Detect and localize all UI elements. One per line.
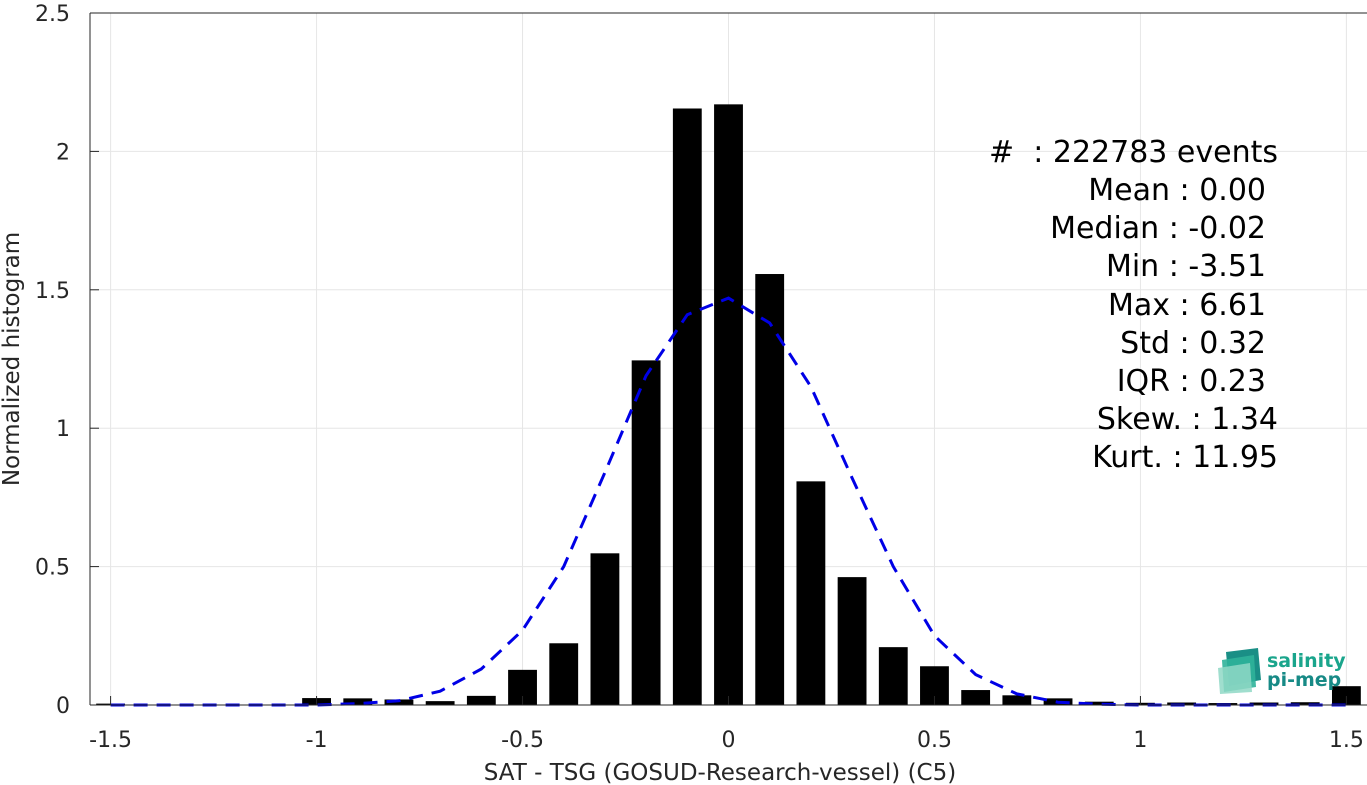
histogram-bar <box>672 108 702 706</box>
stat-skew: Skew. : 1.34 <box>1097 402 1278 437</box>
y-tick-label: 0 <box>56 694 70 719</box>
wave-logo-icon <box>1218 648 1261 694</box>
histogram-bar <box>549 643 579 705</box>
x-tick-label: 1.5 <box>1329 728 1364 753</box>
logo-text-pimep: pi-mep <box>1267 669 1341 691</box>
y-tick-label: 2 <box>56 140 70 165</box>
histogram-bar <box>1002 695 1032 705</box>
stat-median: Median : -0.02 <box>1050 211 1266 246</box>
y-tick-label: 1 <box>56 417 70 442</box>
gaussian-fit-curve <box>110 296 1347 707</box>
tick-labels: -1.5 -1 -0.5 0 0.5 1 1.5 0 0.5 1 1.5 2 2.5 <box>35 2 1364 753</box>
histogram-bar <box>878 647 908 705</box>
histogram-bar <box>961 690 991 705</box>
histogram-bar <box>466 695 496 705</box>
stat-mean: Mean : 0.00 <box>1088 173 1266 208</box>
y-axis-label: Normalized histogram <box>0 232 25 486</box>
histogram-bar <box>425 701 455 705</box>
histogram-bar <box>837 577 867 705</box>
stat-kurt: Kurt. : 11.95 <box>1092 440 1278 475</box>
histogram-bar <box>755 274 785 705</box>
histogram-bars <box>96 104 1361 706</box>
stat-std: Std : 0.32 <box>1120 326 1266 361</box>
histogram-bar <box>590 553 620 705</box>
stat-iqr: IQR : 0.23 <box>1117 364 1266 399</box>
y-tick-label: 0.5 <box>35 556 70 581</box>
x-tick-label: 1 <box>1133 728 1147 753</box>
stat-events: # : 222783 events <box>989 135 1278 170</box>
x-tick-label: -0.5 <box>501 728 544 753</box>
x-tick-label: 0 <box>722 728 736 753</box>
histogram-bar <box>631 360 661 705</box>
histogram-bar <box>1331 686 1361 705</box>
y-tick-label: 2.5 <box>35 2 70 27</box>
x-tick-label: 0.5 <box>917 728 952 753</box>
y-tick-label: 1.5 <box>35 279 70 304</box>
x-tick-label: -1.5 <box>89 728 132 753</box>
x-tick-label: -1 <box>306 728 328 753</box>
logo-text-salinity: salinity <box>1267 650 1346 672</box>
histogram-bar <box>796 481 826 705</box>
histogram-bar <box>1290 702 1320 705</box>
x-axis-label: SAT - TSG (GOSUD-Research-vessel) (C5) <box>484 760 956 785</box>
stat-max: Max : 6.61 <box>1108 288 1266 323</box>
stat-min: Min : -3.51 <box>1106 249 1266 284</box>
salinity-pimep-logo: salinity pi-mep <box>1218 648 1346 694</box>
histogram-bar <box>714 104 743 706</box>
axes-frame <box>89 12 1367 706</box>
histogram-bar <box>343 698 373 705</box>
histogram-bar <box>1084 701 1114 705</box>
statistics-annotation: # : 222783 events Mean : 0.00 Median : -… <box>989 135 1278 475</box>
